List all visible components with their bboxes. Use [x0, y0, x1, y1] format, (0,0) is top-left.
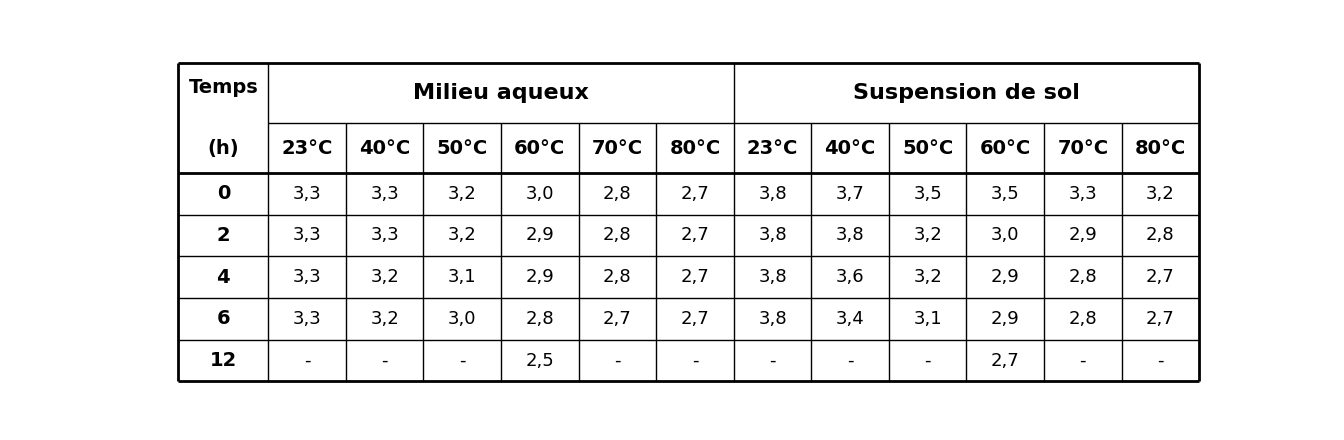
- Text: 3,1: 3,1: [448, 268, 477, 286]
- Text: 23°C: 23°C: [747, 139, 798, 158]
- Text: -: -: [458, 352, 465, 370]
- Text: 3,1: 3,1: [914, 310, 942, 328]
- Text: -: -: [1079, 352, 1086, 370]
- Text: 2: 2: [216, 226, 230, 245]
- Text: 3,2: 3,2: [914, 227, 942, 244]
- Text: 2,8: 2,8: [1068, 310, 1097, 328]
- Text: 3,2: 3,2: [1146, 185, 1175, 203]
- Text: 3,2: 3,2: [448, 227, 477, 244]
- Text: 2,9: 2,9: [991, 268, 1020, 286]
- Text: 3,3: 3,3: [370, 227, 399, 244]
- Text: 60°C: 60°C: [980, 139, 1031, 158]
- Text: 2,8: 2,8: [603, 227, 632, 244]
- Text: 3,3: 3,3: [1068, 185, 1097, 203]
- Text: 0: 0: [216, 184, 230, 203]
- Text: 50°C: 50°C: [902, 139, 953, 158]
- Text: -: -: [925, 352, 931, 370]
- Text: 3,3: 3,3: [370, 185, 399, 203]
- Text: 3,5: 3,5: [991, 185, 1020, 203]
- Text: 3,3: 3,3: [293, 310, 321, 328]
- Text: 60°C: 60°C: [515, 139, 566, 158]
- Text: 3,4: 3,4: [836, 310, 864, 328]
- Text: Suspension de sol: Suspension de sol: [853, 83, 1079, 103]
- Text: 70°C: 70°C: [591, 139, 642, 158]
- Text: -: -: [614, 352, 621, 370]
- Text: 4: 4: [216, 268, 230, 286]
- Text: Milieu aqueux: Milieu aqueux: [413, 83, 589, 103]
- Text: 2,7: 2,7: [680, 185, 710, 203]
- Text: 40°C: 40°C: [824, 139, 876, 158]
- Text: 2,9: 2,9: [991, 310, 1020, 328]
- Text: 40°C: 40°C: [359, 139, 410, 158]
- Text: 3,0: 3,0: [448, 310, 476, 328]
- Text: -: -: [769, 352, 775, 370]
- Text: (h): (h): [207, 139, 239, 158]
- Text: 2,5: 2,5: [526, 352, 554, 370]
- Text: 2,7: 2,7: [603, 310, 632, 328]
- Text: 2,8: 2,8: [1068, 268, 1097, 286]
- Text: 2,7: 2,7: [991, 352, 1020, 370]
- Text: -: -: [847, 352, 853, 370]
- Text: 80°C: 80°C: [669, 139, 720, 158]
- Text: 3,8: 3,8: [758, 227, 786, 244]
- Text: 2,8: 2,8: [526, 310, 554, 328]
- Text: 3,8: 3,8: [758, 185, 786, 203]
- Text: 3,3: 3,3: [293, 227, 321, 244]
- Text: 2,8: 2,8: [1146, 227, 1175, 244]
- Text: 2,7: 2,7: [680, 310, 710, 328]
- Text: 3,7: 3,7: [836, 185, 864, 203]
- Text: 70°C: 70°C: [1058, 139, 1109, 158]
- Text: 3,6: 3,6: [836, 268, 864, 286]
- Text: 3,0: 3,0: [526, 185, 554, 203]
- Text: 23°C: 23°C: [281, 139, 333, 158]
- Text: 3,5: 3,5: [914, 185, 942, 203]
- Text: 2,8: 2,8: [603, 268, 632, 286]
- Text: -: -: [692, 352, 698, 370]
- Text: 2,9: 2,9: [526, 268, 554, 286]
- Text: 3,2: 3,2: [914, 268, 942, 286]
- Text: 6: 6: [216, 309, 230, 328]
- Text: 2,9: 2,9: [1068, 227, 1097, 244]
- Text: 2,7: 2,7: [1146, 268, 1175, 286]
- Text: 50°C: 50°C: [437, 139, 488, 158]
- Text: 12: 12: [210, 351, 237, 370]
- Text: -: -: [304, 352, 310, 370]
- Text: Temps: Temps: [188, 77, 258, 97]
- Text: 3,2: 3,2: [370, 310, 399, 328]
- Text: 80°C: 80°C: [1134, 139, 1185, 158]
- Text: 2,8: 2,8: [603, 185, 632, 203]
- Text: 3,3: 3,3: [293, 185, 321, 203]
- Text: 3,2: 3,2: [370, 268, 399, 286]
- Text: 2,9: 2,9: [526, 227, 554, 244]
- Text: 3,8: 3,8: [758, 310, 786, 328]
- Text: 3,0: 3,0: [991, 227, 1020, 244]
- Text: -: -: [382, 352, 388, 370]
- Text: -: -: [1157, 352, 1164, 370]
- Text: 2,7: 2,7: [680, 268, 710, 286]
- Text: 2,7: 2,7: [680, 227, 710, 244]
- Text: 3,2: 3,2: [448, 185, 477, 203]
- Text: 2,7: 2,7: [1146, 310, 1175, 328]
- Text: 3,8: 3,8: [758, 268, 786, 286]
- Text: 3,8: 3,8: [836, 227, 864, 244]
- Text: 3,3: 3,3: [293, 268, 321, 286]
